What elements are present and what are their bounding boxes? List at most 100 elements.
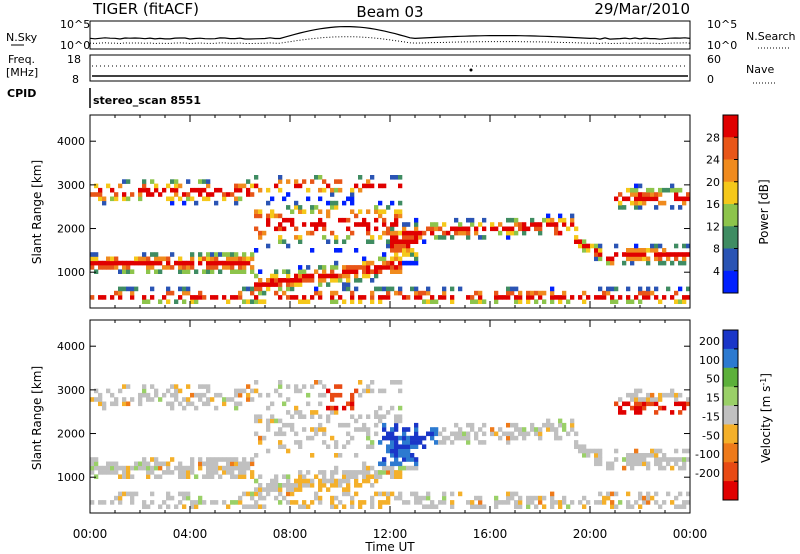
power-cell (634, 295, 639, 300)
velocity-cell (466, 435, 471, 441)
power-cell (298, 205, 303, 210)
power-cell (98, 196, 103, 202)
velocity-cell (590, 448, 595, 454)
velocity-cell (266, 487, 271, 492)
power-cell (362, 256, 367, 262)
power-cell (214, 187, 219, 193)
power-cell (318, 196, 323, 202)
power-cell (654, 205, 659, 210)
velocity-cell (262, 504, 267, 509)
velocity-cell (366, 431, 371, 437)
power-cell (278, 295, 283, 300)
power-cell (398, 175, 403, 180)
velocity-cell (402, 440, 407, 445)
power-cell (118, 183, 123, 189)
velocity-cell (130, 491, 135, 497)
velocity-cell (550, 500, 555, 505)
power-cell (306, 299, 311, 304)
velocity-cell (314, 491, 319, 497)
power-cell (342, 269, 347, 274)
power-cell (154, 256, 159, 262)
velocity-cell (314, 380, 319, 385)
power-cell (282, 196, 287, 202)
power-cell (130, 295, 135, 300)
power-cell (190, 196, 195, 202)
velocity-cell (118, 465, 123, 471)
velocity-cell (278, 418, 283, 424)
power-cell (470, 299, 475, 304)
power-cell (550, 290, 555, 296)
velocity-cell (366, 478, 371, 484)
power-cell (562, 290, 567, 296)
velocity-cell (158, 461, 163, 467)
power-cell (150, 295, 155, 300)
velocity-cell (410, 457, 415, 462)
power-colorbar-label: Power [dB] (757, 179, 771, 244)
power-cell (290, 209, 295, 214)
velocity-cell (674, 504, 679, 509)
power-cell (386, 205, 391, 210)
velocity-cell (242, 457, 247, 462)
power-cell (202, 256, 207, 262)
power-cell (126, 179, 131, 184)
velocity-cell (422, 444, 427, 449)
power-cell (210, 256, 215, 262)
power-cell (126, 260, 131, 266)
velocity-cell (606, 465, 611, 471)
power-cell (142, 260, 147, 266)
velocity-cell (410, 465, 415, 471)
velocity-cell (378, 470, 383, 475)
velocity-colorbar-swatch (723, 424, 738, 444)
velocity-cell (626, 401, 631, 407)
power-cell (398, 200, 403, 206)
power-cell (122, 179, 127, 184)
velocity-cell (674, 448, 679, 454)
power-cell (222, 265, 227, 270)
power-cell (258, 299, 263, 304)
power-cell (298, 299, 303, 304)
power-cell (258, 235, 263, 240)
velocity-cell (406, 440, 411, 445)
y-tick-label: 3000 (57, 179, 85, 192)
freq-tick-high: 18 (67, 53, 81, 66)
power-cell (638, 252, 643, 257)
velocity-cell (282, 483, 287, 488)
power-cell (594, 295, 599, 300)
velocity-cell (570, 427, 575, 432)
velocity-cell (378, 491, 383, 497)
power-cell (598, 248, 603, 253)
velocity-cell (114, 461, 119, 467)
power-cell (222, 260, 227, 266)
power-cell (186, 179, 191, 184)
power-cell (386, 239, 391, 244)
velocity-cell (222, 397, 227, 402)
velocity-cell (218, 457, 223, 462)
velocity-cell (266, 392, 271, 398)
velocity-cell (250, 495, 255, 501)
velocity-cell (334, 410, 339, 415)
velocity-cell (374, 470, 379, 475)
velocity-cell (210, 470, 215, 475)
velocity-cell (634, 453, 639, 458)
power-cell (354, 286, 359, 292)
power-cell (354, 222, 359, 227)
power-cell (182, 269, 187, 274)
velocity-cell (670, 388, 675, 394)
velocity-cell (134, 465, 139, 471)
power-cell (226, 256, 231, 262)
velocity-cell (270, 483, 275, 488)
power-cell (446, 230, 451, 236)
velocity-cell (674, 457, 679, 462)
power-cell (282, 290, 287, 296)
y-tick-label: 4000 (57, 340, 85, 353)
power-cell (374, 205, 379, 210)
velocity-cell (318, 478, 323, 484)
velocity-cell (654, 410, 659, 415)
velocity-cell (598, 491, 603, 497)
power-cell (222, 196, 227, 202)
power-cell (302, 179, 307, 184)
power-cell (166, 286, 171, 292)
power-cell (678, 196, 683, 202)
power-cell (286, 179, 291, 184)
velocity-cell (650, 453, 655, 458)
